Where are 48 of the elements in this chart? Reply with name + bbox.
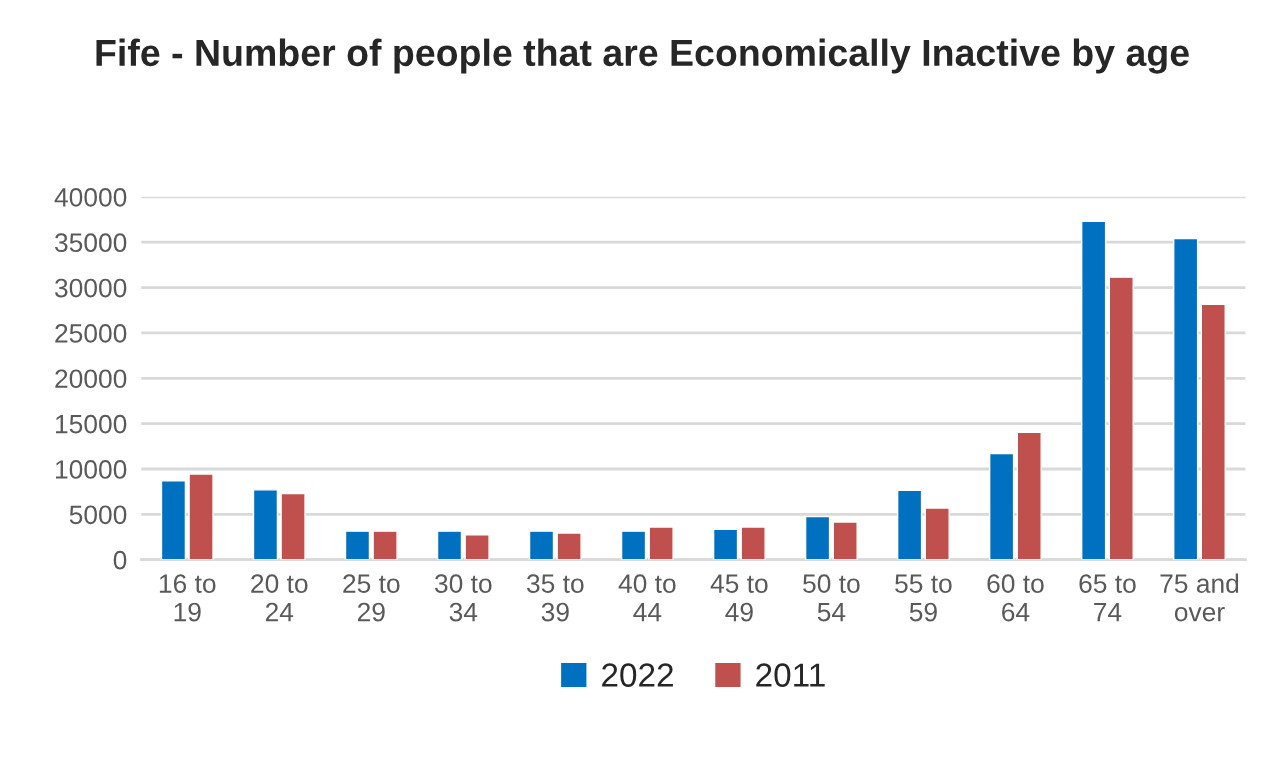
bar <box>1016 431 1042 560</box>
x-tick-label: 35 to 39 <box>526 574 584 622</box>
bar <box>832 521 858 560</box>
bar <box>712 528 739 560</box>
bar <box>804 515 831 560</box>
x-tick-label: 65 to 74 <box>1079 574 1136 622</box>
bar <box>464 534 490 560</box>
bar <box>1108 276 1134 560</box>
bar <box>896 489 923 560</box>
bar <box>620 530 647 560</box>
x-tick-label: 30 to 34 <box>434 574 492 622</box>
x-tick-label: 55 to 59 <box>895 574 952 622</box>
bar <box>648 526 674 560</box>
bar <box>160 480 187 560</box>
y-tick-label: 15000 <box>55 414 127 434</box>
x-tick-label: 16 to 19 <box>159 574 216 622</box>
y-tick-label: 5000 <box>69 505 127 525</box>
x-tick-label: 20 to 24 <box>251 574 308 622</box>
y-tick-label: 20000 <box>55 369 127 389</box>
y-tick-label: 30000 <box>54 278 127 298</box>
legend-label: 2011 <box>756 663 825 687</box>
bar <box>436 530 463 560</box>
bar <box>188 473 214 560</box>
bar <box>1173 237 1199 560</box>
bar <box>344 530 371 560</box>
bar <box>556 532 582 560</box>
bar <box>924 507 950 560</box>
bar <box>740 526 766 560</box>
x-tick-label: 50 to 54 <box>803 574 860 622</box>
legend-label: 2022 <box>602 663 673 687</box>
x-tick-label: 45 to 49 <box>710 574 768 622</box>
bar <box>528 530 555 560</box>
y-tick-label: 35000 <box>54 233 127 253</box>
y-tick-label: 40000 <box>54 187 127 207</box>
x-tick-label: 75 and over <box>1160 573 1239 622</box>
bar <box>372 530 398 560</box>
bar <box>988 452 1015 560</box>
bar <box>280 492 306 560</box>
chart-title: Fife - Number of people that are Economically Inactive by age <box>96 38 1189 74</box>
y-tick-label: 10000 <box>55 460 127 479</box>
y-tick-label: 25000 <box>55 324 127 343</box>
x-tick-label: 60 to 64 <box>987 574 1044 622</box>
bar <box>1200 303 1226 560</box>
bar <box>1080 220 1107 560</box>
y-tick-label: 0 <box>113 550 127 570</box>
x-tick-label: 40 to 44 <box>618 574 676 622</box>
x-tick-label: 25 to 29 <box>343 574 400 622</box>
bar <box>252 489 279 560</box>
